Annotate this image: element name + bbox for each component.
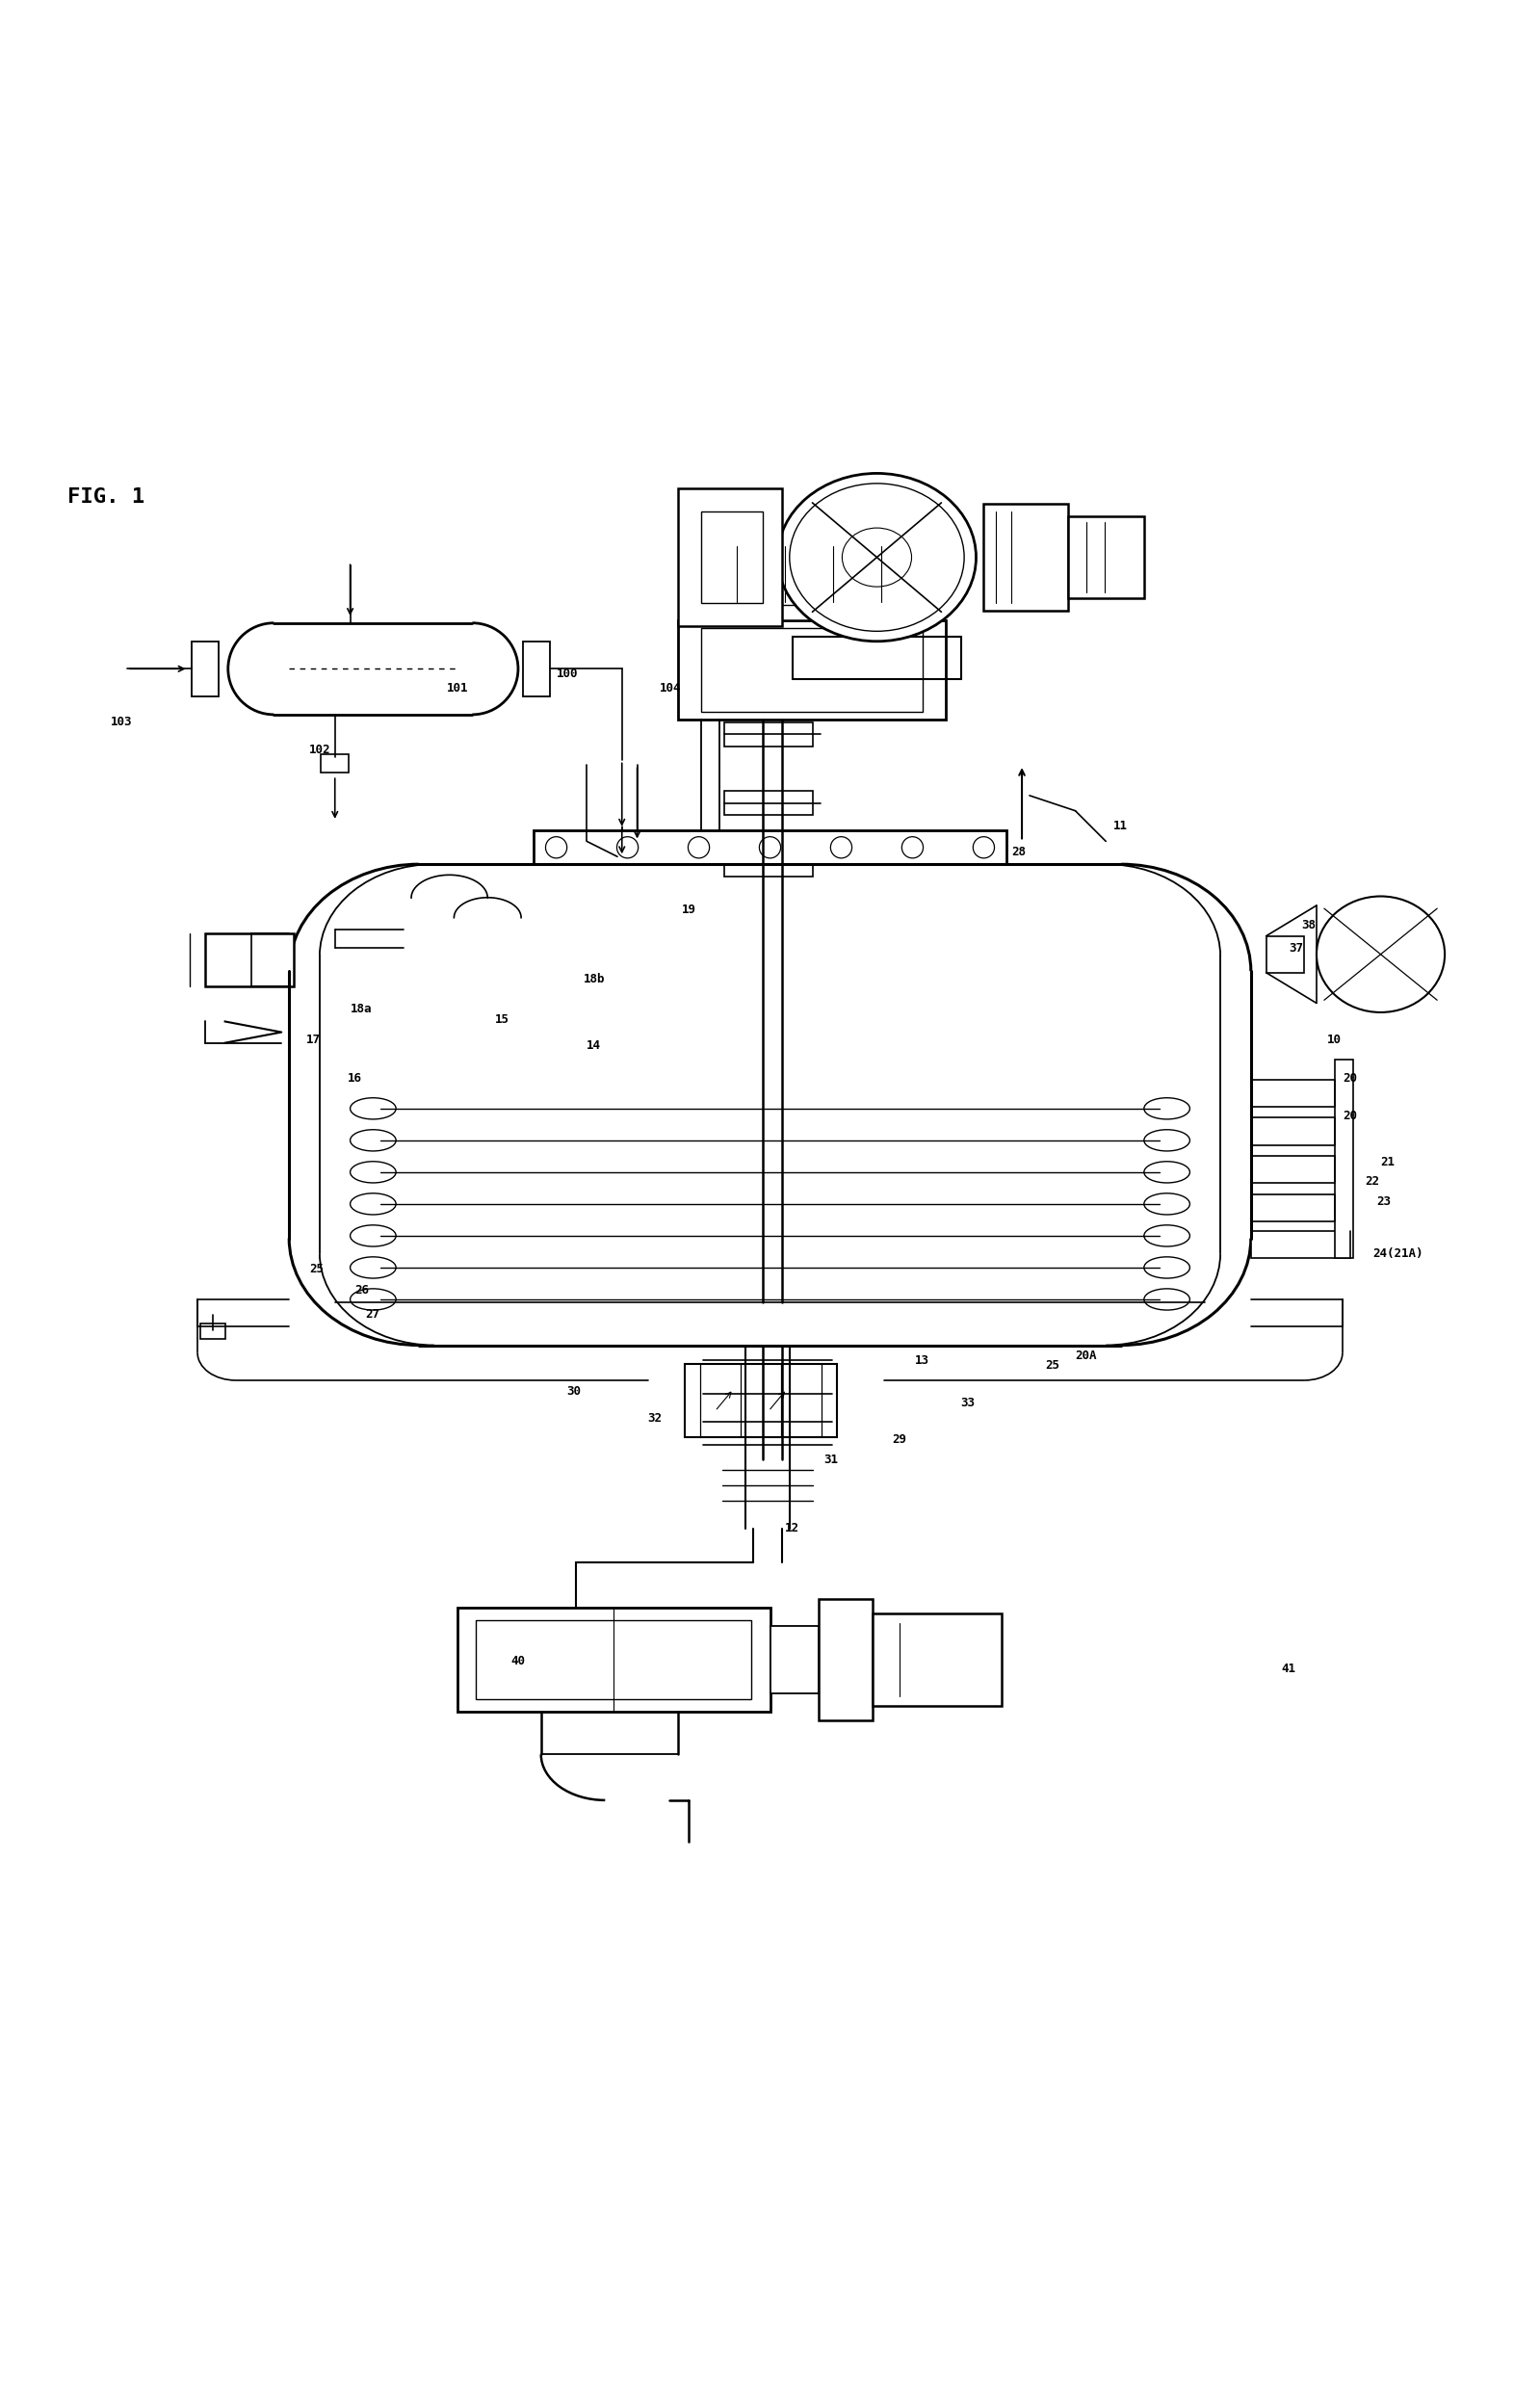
Text: 102: 102 [310, 744, 331, 756]
Bar [984, 503, 1067, 611]
Bar [770, 1627, 819, 1693]
Bar [728, 544, 889, 606]
Text: 22: 22 [1366, 1176, 1380, 1188]
Bar [724, 851, 813, 875]
Text: 103: 103 [111, 716, 132, 727]
Text: 30: 30 [567, 1386, 582, 1398]
Bar [322, 754, 348, 773]
Text: 101: 101 [447, 682, 468, 694]
Bar [1250, 1119, 1335, 1145]
Text: 17: 17 [306, 1033, 320, 1047]
Text: 37: 37 [1289, 942, 1303, 954]
Text: 40: 40 [510, 1655, 525, 1667]
Bar [1335, 1059, 1354, 1259]
Text: 20A: 20A [1075, 1350, 1096, 1362]
Text: 29: 29 [892, 1433, 907, 1445]
Text: 20: 20 [1343, 1109, 1357, 1123]
Bar [457, 1607, 770, 1712]
Bar [205, 933, 294, 987]
Text: 18a: 18a [350, 1004, 371, 1016]
Text: 21: 21 [1381, 1157, 1395, 1169]
Bar [724, 792, 813, 816]
Text: 24(21A): 24(21A) [1374, 1247, 1423, 1259]
Bar [679, 489, 782, 625]
Text: 19: 19 [682, 904, 696, 916]
Text: 23: 23 [1377, 1195, 1391, 1207]
Text: 41: 41 [1281, 1662, 1295, 1674]
Bar [701, 627, 922, 711]
Text: 15: 15 [496, 1014, 510, 1026]
Text: 38: 38 [1301, 918, 1315, 933]
Bar [679, 620, 946, 720]
Bar [1250, 1157, 1335, 1183]
Text: FIG. 1: FIG. 1 [68, 487, 145, 506]
Text: 27: 27 [365, 1309, 380, 1321]
Text: 100: 100 [556, 668, 578, 680]
Bar [191, 642, 219, 696]
Bar [1067, 515, 1144, 599]
Text: 33: 33 [961, 1398, 975, 1410]
Text: 25: 25 [310, 1262, 323, 1276]
Text: 13: 13 [915, 1355, 930, 1367]
Text: 32: 32 [648, 1412, 662, 1424]
Bar [793, 637, 961, 680]
Text: 16: 16 [347, 1071, 362, 1085]
Text: 31: 31 [824, 1452, 838, 1467]
Bar [522, 642, 550, 696]
Text: 28: 28 [1012, 847, 1026, 859]
Text: 20: 20 [1343, 1071, 1357, 1085]
Bar [684, 1364, 838, 1436]
Ellipse shape [778, 472, 976, 642]
Text: 104: 104 [661, 682, 682, 694]
Bar [1250, 1231, 1351, 1259]
Bar [701, 510, 762, 603]
Bar [200, 1324, 225, 1338]
Text: 12: 12 [785, 1522, 799, 1534]
Text: 26: 26 [354, 1283, 370, 1297]
Text: 11: 11 [1113, 820, 1127, 832]
Text: 18b: 18b [584, 973, 605, 985]
Bar [872, 1615, 1003, 1705]
Bar [819, 1598, 872, 1722]
Text: 25: 25 [1044, 1359, 1060, 1371]
Bar [1266, 935, 1304, 973]
Bar [533, 830, 1007, 863]
Text: 14: 14 [587, 1040, 601, 1052]
Text: 10: 10 [1327, 1033, 1341, 1047]
Bar [698, 529, 919, 620]
Bar [1250, 1195, 1335, 1221]
Bar [476, 1619, 752, 1701]
Bar [724, 723, 813, 747]
Bar [1250, 1080, 1335, 1107]
